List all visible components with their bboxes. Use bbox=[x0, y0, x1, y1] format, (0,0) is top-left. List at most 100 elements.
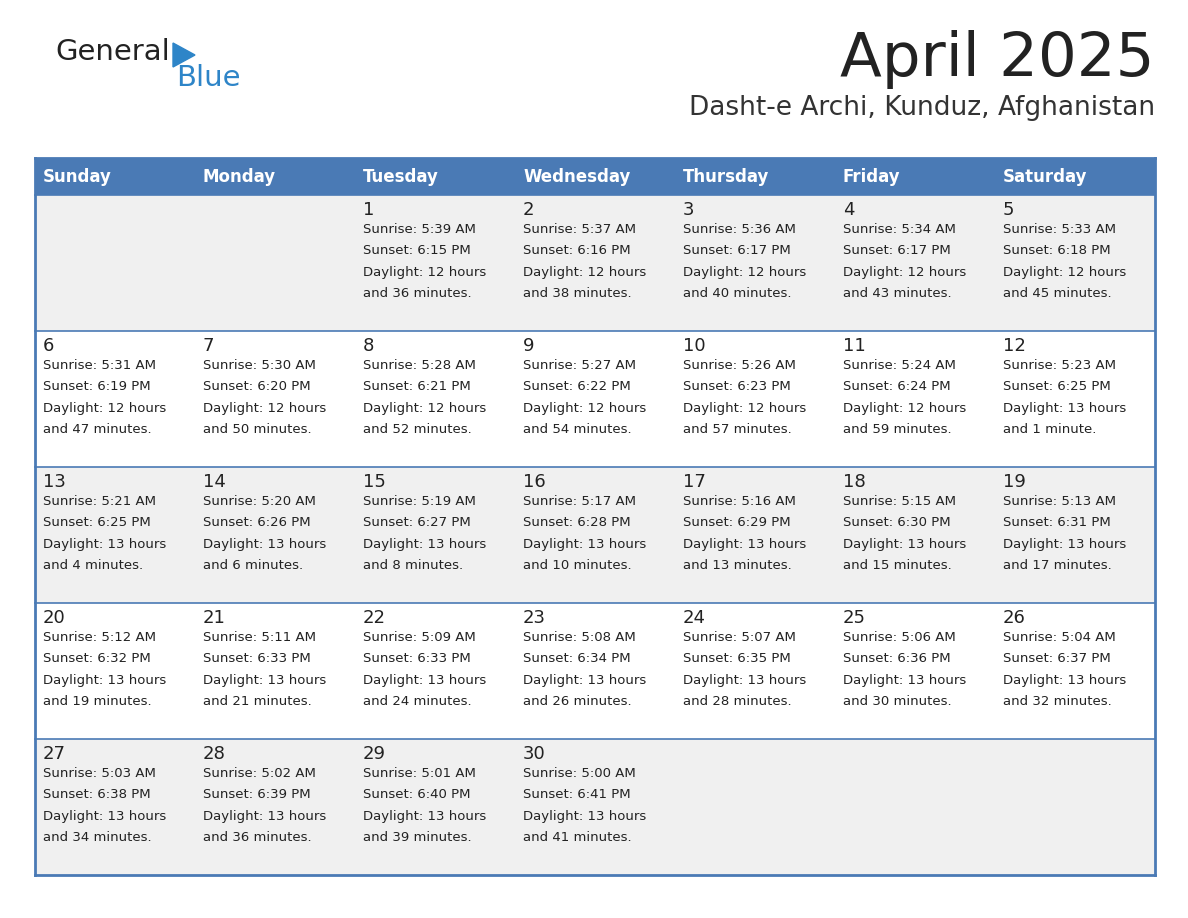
Text: Daylight: 13 hours: Daylight: 13 hours bbox=[364, 810, 486, 823]
Text: Sunset: 6:34 PM: Sunset: 6:34 PM bbox=[523, 653, 631, 666]
Text: Daylight: 12 hours: Daylight: 12 hours bbox=[523, 402, 646, 415]
Text: 15: 15 bbox=[364, 473, 386, 491]
Text: 27: 27 bbox=[43, 745, 67, 763]
Text: Sunset: 6:23 PM: Sunset: 6:23 PM bbox=[683, 380, 791, 394]
Text: and 40 minutes.: and 40 minutes. bbox=[683, 287, 791, 300]
Text: Daylight: 12 hours: Daylight: 12 hours bbox=[683, 266, 807, 279]
Text: Sunrise: 5:09 AM: Sunrise: 5:09 AM bbox=[364, 631, 475, 644]
Text: 25: 25 bbox=[843, 609, 866, 627]
Text: Daylight: 13 hours: Daylight: 13 hours bbox=[683, 674, 807, 687]
Text: Sunset: 6:33 PM: Sunset: 6:33 PM bbox=[364, 653, 470, 666]
Text: Sunset: 6:37 PM: Sunset: 6:37 PM bbox=[1003, 653, 1111, 666]
Text: 19: 19 bbox=[1003, 473, 1026, 491]
Text: Sunset: 6:20 PM: Sunset: 6:20 PM bbox=[203, 380, 310, 394]
Text: Saturday: Saturday bbox=[1003, 167, 1087, 185]
Text: Daylight: 12 hours: Daylight: 12 hours bbox=[523, 266, 646, 279]
Text: Sunset: 6:32 PM: Sunset: 6:32 PM bbox=[43, 653, 151, 666]
Text: Wednesday: Wednesday bbox=[523, 167, 631, 185]
Text: and 17 minutes.: and 17 minutes. bbox=[1003, 559, 1112, 573]
Bar bbox=[34, 603, 1155, 739]
Text: and 28 minutes.: and 28 minutes. bbox=[683, 696, 791, 709]
Text: 9: 9 bbox=[523, 337, 535, 355]
Text: Sunset: 6:15 PM: Sunset: 6:15 PM bbox=[364, 244, 470, 257]
Text: Tuesday: Tuesday bbox=[364, 167, 438, 185]
Text: 6: 6 bbox=[43, 337, 55, 355]
Text: Daylight: 13 hours: Daylight: 13 hours bbox=[523, 810, 646, 823]
Text: and 54 minutes.: and 54 minutes. bbox=[523, 423, 632, 436]
Text: and 32 minutes.: and 32 minutes. bbox=[1003, 696, 1112, 709]
Text: 30: 30 bbox=[523, 745, 545, 763]
Text: Sunset: 6:21 PM: Sunset: 6:21 PM bbox=[364, 380, 470, 394]
Text: 13: 13 bbox=[43, 473, 65, 491]
Text: Daylight: 13 hours: Daylight: 13 hours bbox=[683, 538, 807, 551]
Text: Sunrise: 5:02 AM: Sunrise: 5:02 AM bbox=[203, 767, 316, 780]
Text: Sunset: 6:22 PM: Sunset: 6:22 PM bbox=[523, 380, 631, 394]
Text: Sunrise: 5:36 AM: Sunrise: 5:36 AM bbox=[683, 223, 796, 236]
Text: Sunset: 6:33 PM: Sunset: 6:33 PM bbox=[203, 653, 311, 666]
Text: and 1 minute.: and 1 minute. bbox=[1003, 423, 1097, 436]
Text: Sunset: 6:17 PM: Sunset: 6:17 PM bbox=[683, 244, 791, 257]
Text: 1: 1 bbox=[364, 201, 374, 219]
Bar bbox=[34, 158, 1155, 195]
Text: Sunrise: 5:28 AM: Sunrise: 5:28 AM bbox=[364, 359, 476, 372]
Text: and 57 minutes.: and 57 minutes. bbox=[683, 423, 791, 436]
Text: 11: 11 bbox=[843, 337, 866, 355]
Text: Daylight: 13 hours: Daylight: 13 hours bbox=[523, 674, 646, 687]
Text: Sunrise: 5:15 AM: Sunrise: 5:15 AM bbox=[843, 495, 956, 508]
Text: and 52 minutes.: and 52 minutes. bbox=[364, 423, 472, 436]
Text: Daylight: 13 hours: Daylight: 13 hours bbox=[523, 538, 646, 551]
Text: and 59 minutes.: and 59 minutes. bbox=[843, 423, 952, 436]
Text: Sunset: 6:30 PM: Sunset: 6:30 PM bbox=[843, 517, 950, 530]
Text: 29: 29 bbox=[364, 745, 386, 763]
Text: Sunset: 6:41 PM: Sunset: 6:41 PM bbox=[523, 789, 631, 801]
Text: Sunset: 6:26 PM: Sunset: 6:26 PM bbox=[203, 517, 310, 530]
Text: Sunset: 6:18 PM: Sunset: 6:18 PM bbox=[1003, 244, 1111, 257]
Text: Daylight: 13 hours: Daylight: 13 hours bbox=[1003, 538, 1126, 551]
Text: and 38 minutes.: and 38 minutes. bbox=[523, 287, 632, 300]
Text: Daylight: 12 hours: Daylight: 12 hours bbox=[683, 402, 807, 415]
Text: Sunrise: 5:20 AM: Sunrise: 5:20 AM bbox=[203, 495, 316, 508]
Text: Friday: Friday bbox=[843, 167, 901, 185]
Text: Sunrise: 5:08 AM: Sunrise: 5:08 AM bbox=[523, 631, 636, 644]
Text: Daylight: 13 hours: Daylight: 13 hours bbox=[203, 674, 327, 687]
Text: Sunset: 6:31 PM: Sunset: 6:31 PM bbox=[1003, 517, 1111, 530]
Text: 26: 26 bbox=[1003, 609, 1026, 627]
Text: and 24 minutes.: and 24 minutes. bbox=[364, 696, 472, 709]
Text: 20: 20 bbox=[43, 609, 65, 627]
Text: Thursday: Thursday bbox=[683, 167, 770, 185]
Polygon shape bbox=[173, 43, 195, 67]
Text: 16: 16 bbox=[523, 473, 545, 491]
Text: 23: 23 bbox=[523, 609, 546, 627]
Text: Sunrise: 5:27 AM: Sunrise: 5:27 AM bbox=[523, 359, 636, 372]
Text: Daylight: 13 hours: Daylight: 13 hours bbox=[43, 538, 166, 551]
Text: 7: 7 bbox=[203, 337, 215, 355]
Text: 5: 5 bbox=[1003, 201, 1015, 219]
Text: Sunrise: 5:04 AM: Sunrise: 5:04 AM bbox=[1003, 631, 1116, 644]
Text: Daylight: 12 hours: Daylight: 12 hours bbox=[843, 266, 966, 279]
Text: Sunset: 6:24 PM: Sunset: 6:24 PM bbox=[843, 380, 950, 394]
Text: Sunset: 6:16 PM: Sunset: 6:16 PM bbox=[523, 244, 631, 257]
Text: and 36 minutes.: and 36 minutes. bbox=[203, 832, 311, 845]
Text: 22: 22 bbox=[364, 609, 386, 627]
Text: Daylight: 13 hours: Daylight: 13 hours bbox=[1003, 402, 1126, 415]
Text: Sunset: 6:39 PM: Sunset: 6:39 PM bbox=[203, 789, 310, 801]
Text: Daylight: 13 hours: Daylight: 13 hours bbox=[843, 674, 966, 687]
Text: 18: 18 bbox=[843, 473, 866, 491]
Text: Sunrise: 5:03 AM: Sunrise: 5:03 AM bbox=[43, 767, 156, 780]
Text: Sunrise: 5:26 AM: Sunrise: 5:26 AM bbox=[683, 359, 796, 372]
Text: 8: 8 bbox=[364, 337, 374, 355]
Text: Sunrise: 5:07 AM: Sunrise: 5:07 AM bbox=[683, 631, 796, 644]
Text: Daylight: 12 hours: Daylight: 12 hours bbox=[364, 266, 486, 279]
Text: April 2025: April 2025 bbox=[840, 30, 1155, 89]
Text: Sunrise: 5:23 AM: Sunrise: 5:23 AM bbox=[1003, 359, 1116, 372]
Text: 21: 21 bbox=[203, 609, 226, 627]
Bar bbox=[34, 331, 1155, 467]
Text: Sunrise: 5:16 AM: Sunrise: 5:16 AM bbox=[683, 495, 796, 508]
Text: 24: 24 bbox=[683, 609, 706, 627]
Text: 12: 12 bbox=[1003, 337, 1026, 355]
Text: and 34 minutes.: and 34 minutes. bbox=[43, 832, 152, 845]
Text: Sunset: 6:25 PM: Sunset: 6:25 PM bbox=[43, 517, 151, 530]
Text: Daylight: 13 hours: Daylight: 13 hours bbox=[364, 674, 486, 687]
Text: Blue: Blue bbox=[176, 64, 240, 92]
Text: Sunset: 6:17 PM: Sunset: 6:17 PM bbox=[843, 244, 950, 257]
